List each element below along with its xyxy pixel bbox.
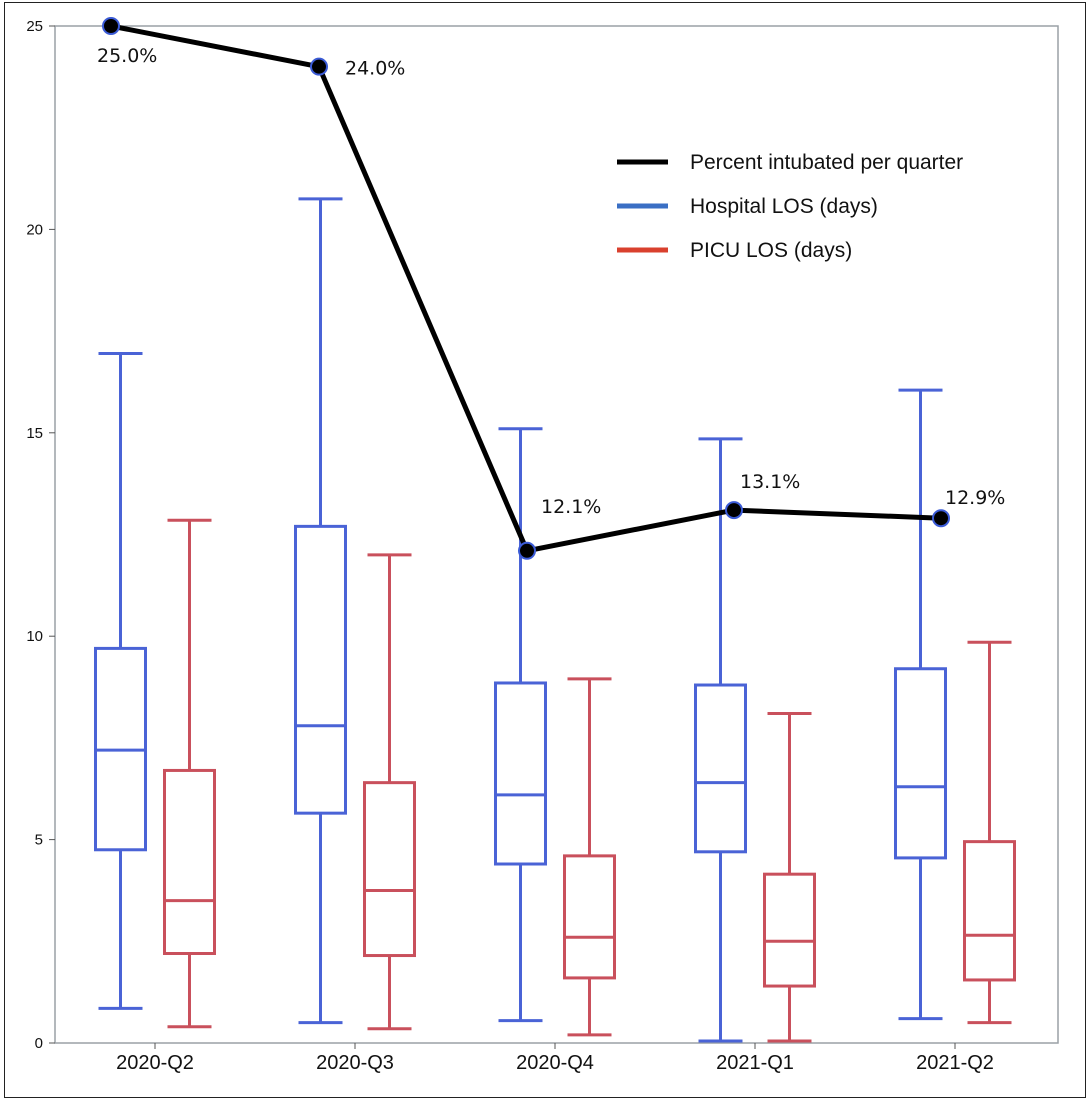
y-tick-label: 0 [35, 1035, 43, 1052]
x-tick-label: 2021-Q2 [916, 1052, 994, 1074]
y-tick-label: 25 [26, 18, 43, 35]
intubated-data-label: 12.9% [945, 487, 1005, 509]
x-tick-label: 2020-Q2 [116, 1052, 194, 1074]
picu-los-iqr-box [363, 781, 416, 958]
x-axis: 2020-Q2 2020-Q3 2020-Q4 2021-Q1 2021-Q2 [116, 1043, 994, 1074]
picu-los-box [963, 640, 1016, 1025]
intubation-line: 25.0% 24.0% 12.1% 13.1% 12.9% [97, 17, 1005, 560]
hospital-los-box [294, 197, 347, 1025]
intubated-data-label: 25.0% [97, 45, 157, 67]
legend-label: Hospital LOS (days) [690, 195, 878, 218]
legend-item: PICU LOS (days) [617, 239, 852, 262]
picu-los-box [563, 677, 616, 1037]
y-axis: 0 5 10 15 20 25 [26, 18, 55, 1052]
x-tick-label: 2020-Q4 [516, 1052, 594, 1074]
legend: Percent intubated per quarter Hospital LO… [617, 151, 963, 262]
legend-label: PICU LOS (days) [690, 239, 852, 262]
intubated-point [932, 509, 950, 528]
hospital-los-iqr-box [894, 667, 947, 860]
picu-los-iqr-box [163, 768, 216, 956]
intubated-point [310, 57, 328, 76]
hospital-los-box [94, 351, 147, 1010]
y-tick-label: 10 [26, 628, 43, 645]
legend-item: Hospital LOS (days) [617, 195, 878, 218]
legend-item: Percent intubated per quarter [617, 151, 963, 174]
plot-area [54, 25, 1059, 1044]
hospital-los-iqr-box [694, 683, 747, 854]
intubated-point [725, 501, 743, 520]
x-tick-label: 2020-Q3 [316, 1052, 394, 1074]
hospital-los-iqr-box [494, 681, 547, 866]
y-tick-label: 5 [35, 832, 43, 849]
x-tick-label: 2021-Q1 [716, 1052, 794, 1074]
intubated-data-label: 13.1% [740, 471, 800, 493]
picu-los-box [163, 518, 216, 1029]
hospital-los-iqr-box [294, 524, 347, 815]
picu-los-iqr-box [763, 872, 816, 988]
hospital-los-box [894, 388, 947, 1021]
intubated-point [518, 541, 536, 560]
y-tick-label: 15 [26, 425, 43, 442]
hospital-los-box [694, 437, 747, 1043]
intubated-data-label: 24.0% [345, 58, 405, 80]
picu-los-box [363, 553, 416, 1031]
picu-los-iqr-box [563, 854, 616, 980]
picu-los-box [763, 711, 816, 1043]
intubated-data-label: 12.1% [541, 496, 601, 518]
intubated-point [102, 17, 120, 35]
picu-los-iqr-box [963, 840, 1016, 982]
y-tick-label: 20 [26, 221, 43, 238]
legend-label: Percent intubated per quarter [690, 151, 963, 174]
